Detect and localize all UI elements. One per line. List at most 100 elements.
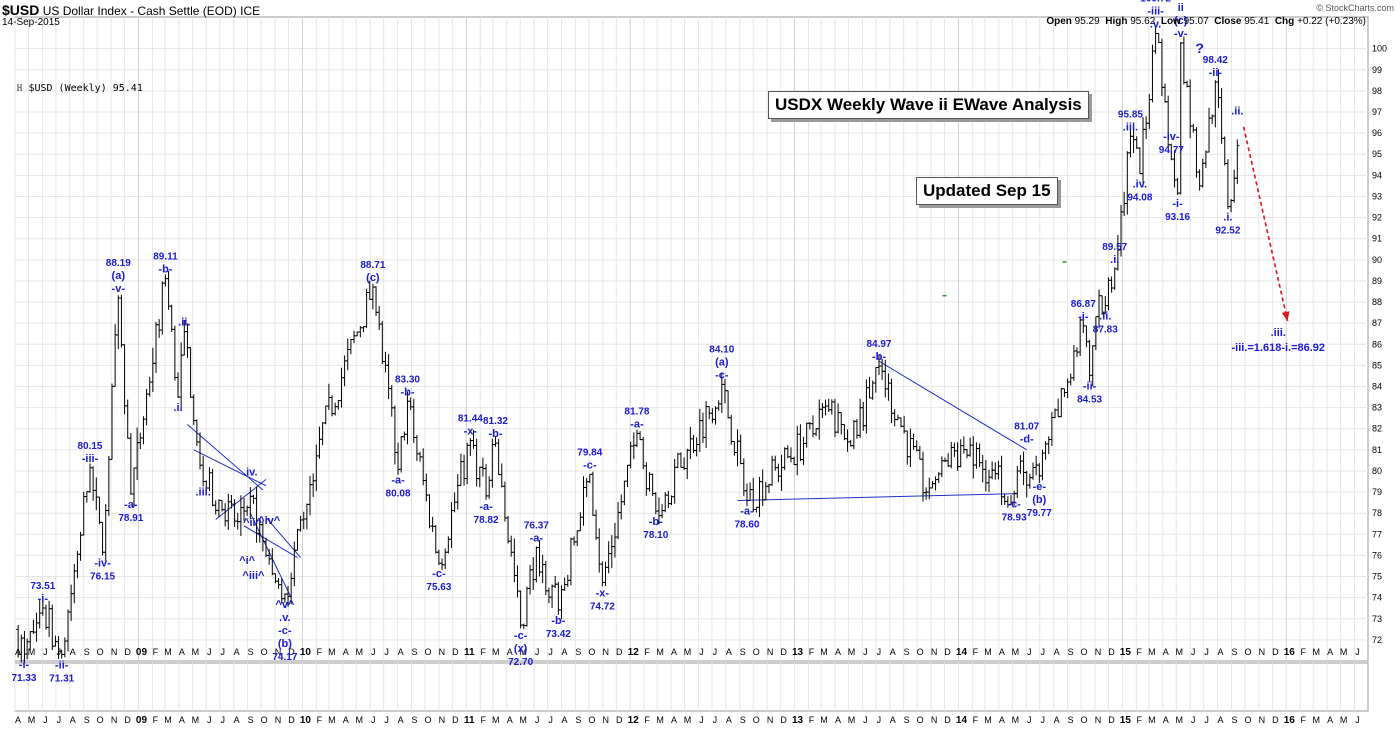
- y-tick-label: 100: [1372, 44, 1387, 54]
- x-tick-label: A: [507, 647, 513, 657]
- x-tick-label: A: [179, 647, 185, 657]
- wave-label: ^iii^: [242, 570, 265, 582]
- chart-heading: $USD US Dollar Index - Cash Settle (EOD)…: [2, 2, 260, 18]
- y-tick-label: 75: [1372, 572, 1382, 582]
- x-tick-label: S: [84, 647, 90, 657]
- x-tick-label-bottom: S: [84, 715, 90, 725]
- x-tick-label-bottom: A: [398, 715, 404, 725]
- wave-degree-label: -a-: [630, 418, 644, 430]
- y-tick-label: 96: [1372, 128, 1382, 138]
- x-tick-label: 10: [300, 647, 312, 658]
- x-tick-label: J: [699, 647, 704, 657]
- x-tick-label: M: [328, 647, 336, 657]
- wave-degree-label: ii: [1178, 2, 1184, 14]
- x-tick-label: D: [1108, 647, 1115, 657]
- wave-price-label: 84.53: [1077, 394, 1102, 405]
- x-tick-label-bottom: M: [656, 715, 664, 725]
- y-tick-label: 89: [1372, 276, 1382, 286]
- wave-price-label: 78.82: [474, 515, 499, 526]
- y-tick-label: 91: [1372, 234, 1382, 244]
- wave-degree-label: -ii-: [1209, 67, 1223, 79]
- y-tick-label: 98: [1372, 86, 1382, 96]
- x-tick-label: M: [492, 647, 500, 657]
- chart-date: 14-Sep-2015: [2, 17, 60, 28]
- y-tick-label: 87: [1372, 318, 1382, 328]
- x-tick-label: N: [603, 647, 610, 657]
- x-tick-label-bottom: N: [111, 715, 118, 725]
- x-tick-label: D: [616, 647, 623, 657]
- wave-degree-label: ^iv^: [258, 515, 281, 527]
- x-tick-label: J: [1027, 647, 1032, 657]
- x-tick-label-bottom: 11: [464, 715, 475, 726]
- x-tick-label: N: [111, 647, 118, 657]
- x-tick-label-bottom: M: [28, 715, 36, 725]
- x-tick-label: A: [1054, 647, 1060, 657]
- series-legend-text: $USD (Weekly) 95.41: [28, 83, 142, 94]
- wave-price-label: 81.78: [624, 406, 649, 417]
- y-tick-label: 94: [1372, 170, 1382, 180]
- x-tick-label-bottom: A: [15, 715, 21, 725]
- change-label: Chg: [1275, 16, 1294, 27]
- x-tick-label-bottom: J: [384, 715, 389, 725]
- x-tick-label-bottom: A: [179, 715, 185, 725]
- x-tick-label: A: [70, 647, 76, 657]
- x-tick-label-bottom: J: [877, 715, 882, 725]
- y-tick-label: 86: [1372, 339, 1382, 349]
- x-tick-label-bottom: A: [561, 715, 567, 725]
- x-tick-label: A: [671, 647, 677, 657]
- wave-price-label: 71.31: [49, 673, 74, 684]
- wave-degree-label: -iii-: [82, 453, 99, 465]
- x-tick-label: A: [726, 647, 732, 657]
- y-tick-label: 83: [1372, 403, 1382, 413]
- wave-price-label: 79.84: [577, 447, 602, 458]
- wave-price-label: 74.72: [590, 601, 615, 612]
- x-tick-label-bottom: A: [343, 715, 349, 725]
- x-tick-label: A: [1327, 647, 1333, 657]
- x-tick-label: M: [192, 647, 200, 657]
- plot-frame: [15, 17, 1368, 661]
- x-tick-label: N: [931, 647, 938, 657]
- wave-degree-label: -c-: [514, 630, 528, 642]
- x-tick-label-bottom: A: [671, 715, 677, 725]
- x-tick-label-bottom: J: [1040, 715, 1045, 725]
- wave-price-label: 72.70: [508, 657, 533, 668]
- x-tick-label-bottom: J: [43, 715, 48, 725]
- x-tick-label: M: [656, 647, 664, 657]
- x-tick-label-bottom: O: [917, 715, 924, 725]
- x-tick-label: S: [412, 647, 418, 657]
- wave-label: ^iv^: [258, 515, 281, 527]
- wave-price-label: 100.27: [1165, 0, 1196, 1]
- y-tick-label: 95: [1372, 149, 1382, 159]
- wave-degree-label: -x-: [464, 426, 478, 438]
- wave-degree-label: -v-: [1174, 28, 1188, 40]
- wave-price-label: 76.15: [90, 571, 115, 582]
- wave-price-label: 78.93: [1002, 513, 1027, 524]
- x-tick-label-bottom: N: [439, 715, 446, 725]
- wave-label: .ii.: [178, 317, 190, 329]
- high-value: 95.62: [1130, 16, 1155, 27]
- wave-price-label: 81.44: [458, 414, 483, 425]
- y-tick-label: 74: [1372, 593, 1382, 603]
- x-tick-label: M: [1012, 647, 1020, 657]
- x-tick-label: S: [1068, 647, 1074, 657]
- wave-price-label: 89.11: [153, 252, 178, 263]
- x-tick-label: N: [1259, 647, 1266, 657]
- x-tick-label: J: [384, 647, 389, 657]
- x-tick-label-bottom: 12: [628, 715, 640, 726]
- x-tick-label: A: [1218, 647, 1224, 657]
- x-tick-label-bottom: M: [820, 715, 828, 725]
- x-tick-label: 11: [464, 647, 475, 658]
- x-tick-label-bottom: A: [1218, 715, 1224, 725]
- wave-degree-label: -b-: [400, 386, 414, 398]
- wave-degree-label: (x): [514, 643, 528, 655]
- x-tick-label: 12: [628, 647, 640, 658]
- x-tick-label-bottom: N: [767, 715, 774, 725]
- wave-price-label: 86.87: [1071, 299, 1096, 310]
- x-tick-label: J: [863, 647, 868, 657]
- x-tick-label: O: [97, 647, 104, 657]
- high-label: High: [1105, 16, 1127, 27]
- x-tick-label-bottom: M: [1312, 715, 1320, 725]
- wave-degree-label: -a-: [530, 533, 544, 545]
- x-tick-label-bottom: S: [575, 715, 581, 725]
- wave-degree-label: -e-: [1033, 481, 1047, 493]
